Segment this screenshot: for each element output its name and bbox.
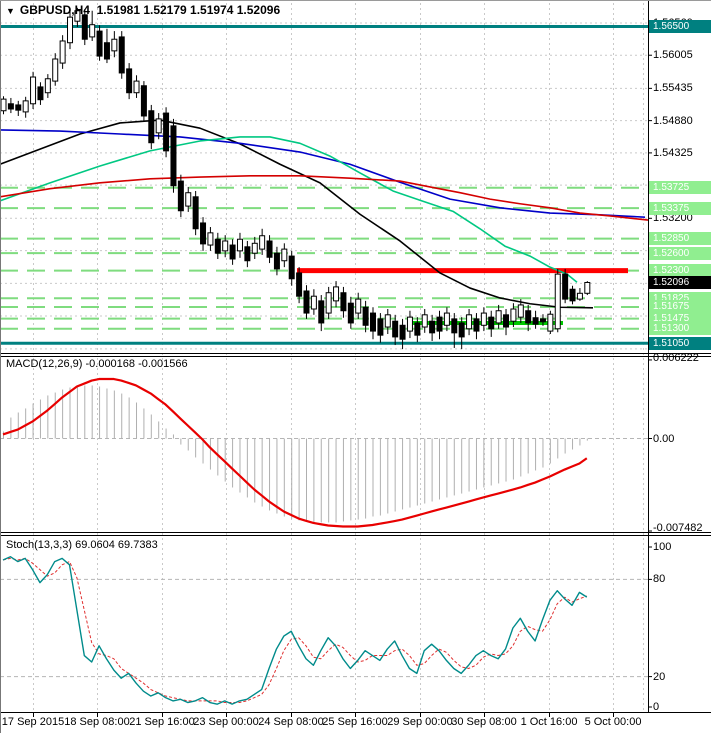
time-axis-label[interactable]: 24 Sep 08:00 xyxy=(258,716,324,728)
time-axis-label[interactable]: 18 Sep 08:00 xyxy=(64,716,130,728)
price-level-badge-green: 1.51475 xyxy=(649,312,711,326)
price-level-badge-green: 1.53725 xyxy=(649,181,711,195)
price-level-badge-green: 1.52600 xyxy=(649,246,711,260)
stoch-axis-label: 0 xyxy=(653,701,660,713)
price-level-badge-teal: 1.56500 xyxy=(649,19,711,33)
symbol-timeframe-label: GBPUSD,H4 xyxy=(19,3,90,17)
price-level-badge-green: 1.51300 xyxy=(649,322,711,336)
time-axis-label[interactable]: 1 Oct 16:00 xyxy=(520,716,578,728)
time-axis-label[interactable]: 29 Sep 00:00 xyxy=(387,716,453,728)
macd-axis-label: 0.00 xyxy=(653,432,675,445)
price-axis-label: 1.55435 xyxy=(653,82,693,95)
price-level-badge-green: 1.51675 xyxy=(649,300,711,314)
stoch-axis-label: 80 xyxy=(653,573,666,586)
moving-average-line xyxy=(0,175,649,221)
macd-name: MACD(12,26,9) xyxy=(6,358,83,370)
price-level-badge-green: 1.52850 xyxy=(649,232,711,246)
stoch-signal-line xyxy=(2,557,587,704)
price-level-badge-teal: 1.51050 xyxy=(649,336,711,350)
stoch-main-line xyxy=(2,556,588,705)
moving-average-line xyxy=(0,129,646,218)
time-axis-label[interactable]: 21 Sep 16:00 xyxy=(129,716,195,728)
symbol-dropdown-icon[interactable]: ▼ xyxy=(6,6,15,16)
macd-values: -0.000168 -0.001566 xyxy=(85,358,188,370)
time-axis-label[interactable]: 30 Sep 08:00 xyxy=(451,716,517,728)
stoch-name: Stoch(13,3,3) xyxy=(6,539,73,551)
price-level-badge-green: 1.53375 xyxy=(649,201,711,215)
stoch-axis-label: 20 xyxy=(653,670,666,683)
current-price-badge: 1.52096 xyxy=(649,275,711,289)
moving-average-line xyxy=(0,136,578,283)
ohlc-values: 1.51981 1.52179 1.51974 1.52096 xyxy=(96,3,281,17)
macd-indicator-label: MACD(12,26,9) -0.000168 -0.001566 xyxy=(6,358,188,370)
macd-axis-label: -0.007482 xyxy=(653,522,703,534)
macd-signal-line xyxy=(2,377,588,528)
candlestick-series[interactable] xyxy=(0,7,591,350)
price-axis-label: 1.53200 xyxy=(653,212,693,225)
stoch-axis-label: 100 xyxy=(653,541,672,553)
price-level-badge-green: 1.52300 xyxy=(649,264,711,278)
stoch-values: 69.0604 69.7383 xyxy=(75,539,158,551)
macd-axis-label: 0.006222 xyxy=(653,352,699,364)
time-axis-label[interactable]: 25 Sep 16:00 xyxy=(322,716,388,728)
price-axis-label: 1.54325 xyxy=(653,146,693,159)
stoch-indicator-label: Stoch(13,3,3) 69.0604 69.7383 xyxy=(6,539,158,551)
time-axis-label[interactable]: 23 Sep 00:00 xyxy=(193,716,259,728)
price-axis-label: 1.54880 xyxy=(653,114,693,127)
price-axis-label: 1.56005 xyxy=(653,49,693,62)
moving-average-line xyxy=(0,119,594,309)
time-axis-label[interactable]: 5 Oct 00:00 xyxy=(584,716,642,728)
time-axis-label[interactable]: 17 Sep 2015 xyxy=(1,716,65,728)
chart-title-bar: ▼ GBPUSD,H4 1.51981 1.52179 1.51974 1.520… xyxy=(6,3,280,17)
